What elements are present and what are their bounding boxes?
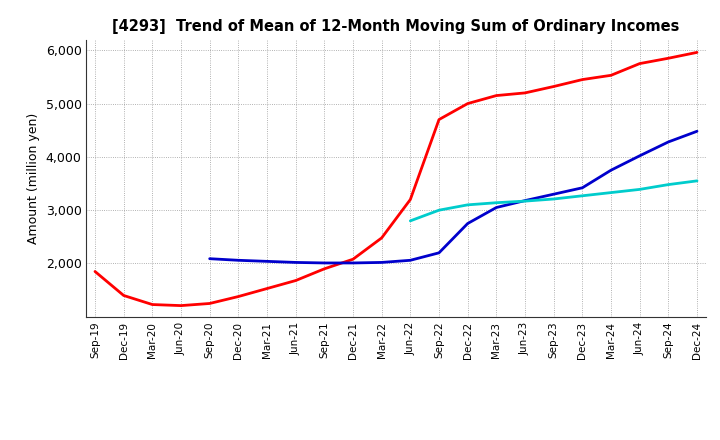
Title: [4293]  Trend of Mean of 12-Month Moving Sum of Ordinary Incomes: [4293] Trend of Mean of 12-Month Moving … <box>112 19 680 34</box>
Y-axis label: Amount (million yen): Amount (million yen) <box>27 113 40 244</box>
